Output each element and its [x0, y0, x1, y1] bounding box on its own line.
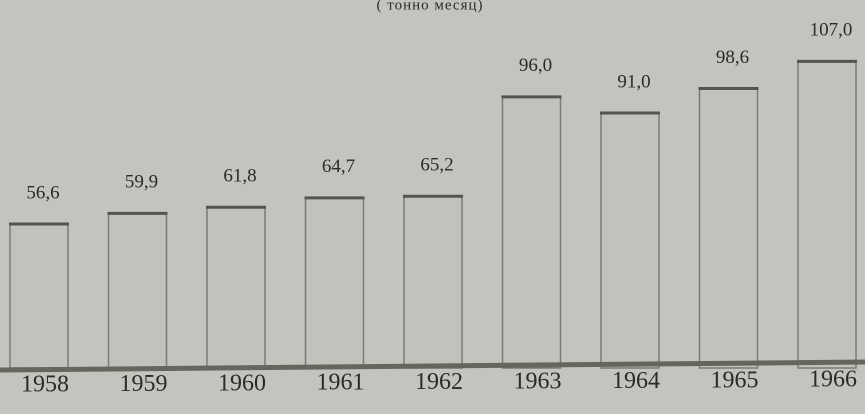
bar — [107, 212, 168, 369]
bar — [403, 195, 463, 369]
x-tick-label: 1962 — [415, 369, 463, 395]
value-label: 98,6 — [716, 47, 749, 68]
chart-subtitle: ( тонно месяц) — [376, 0, 483, 13]
x-tick-label: 1963 — [514, 369, 562, 395]
x-tick-label: 1958 — [21, 372, 69, 398]
value-label: 96,0 — [519, 55, 552, 76]
bar — [304, 197, 365, 369]
value-label: 107,0 — [810, 20, 853, 41]
x-tick-label: 1959 — [120, 371, 168, 397]
x-tick-label: 1964 — [612, 368, 660, 394]
value-label: 91,0 — [617, 71, 650, 92]
bar — [501, 96, 562, 369]
bar — [600, 112, 660, 369]
bar — [9, 223, 69, 369]
x-tick-label: 1960 — [218, 370, 266, 396]
value-label: 56,6 — [26, 182, 59, 203]
value-label: 64,7 — [322, 156, 355, 177]
value-label: 61,8 — [223, 166, 256, 187]
bar — [698, 87, 759, 369]
value-label: 59,9 — [125, 172, 158, 193]
bar — [797, 60, 857, 369]
x-tick-label: 1965 — [711, 367, 759, 393]
x-tick-label: 1966 — [809, 367, 857, 393]
value-label: 65,2 — [420, 155, 453, 176]
bar — [206, 206, 266, 369]
baseline — [0, 359, 865, 373]
x-tick-label: 1961 — [317, 370, 365, 396]
